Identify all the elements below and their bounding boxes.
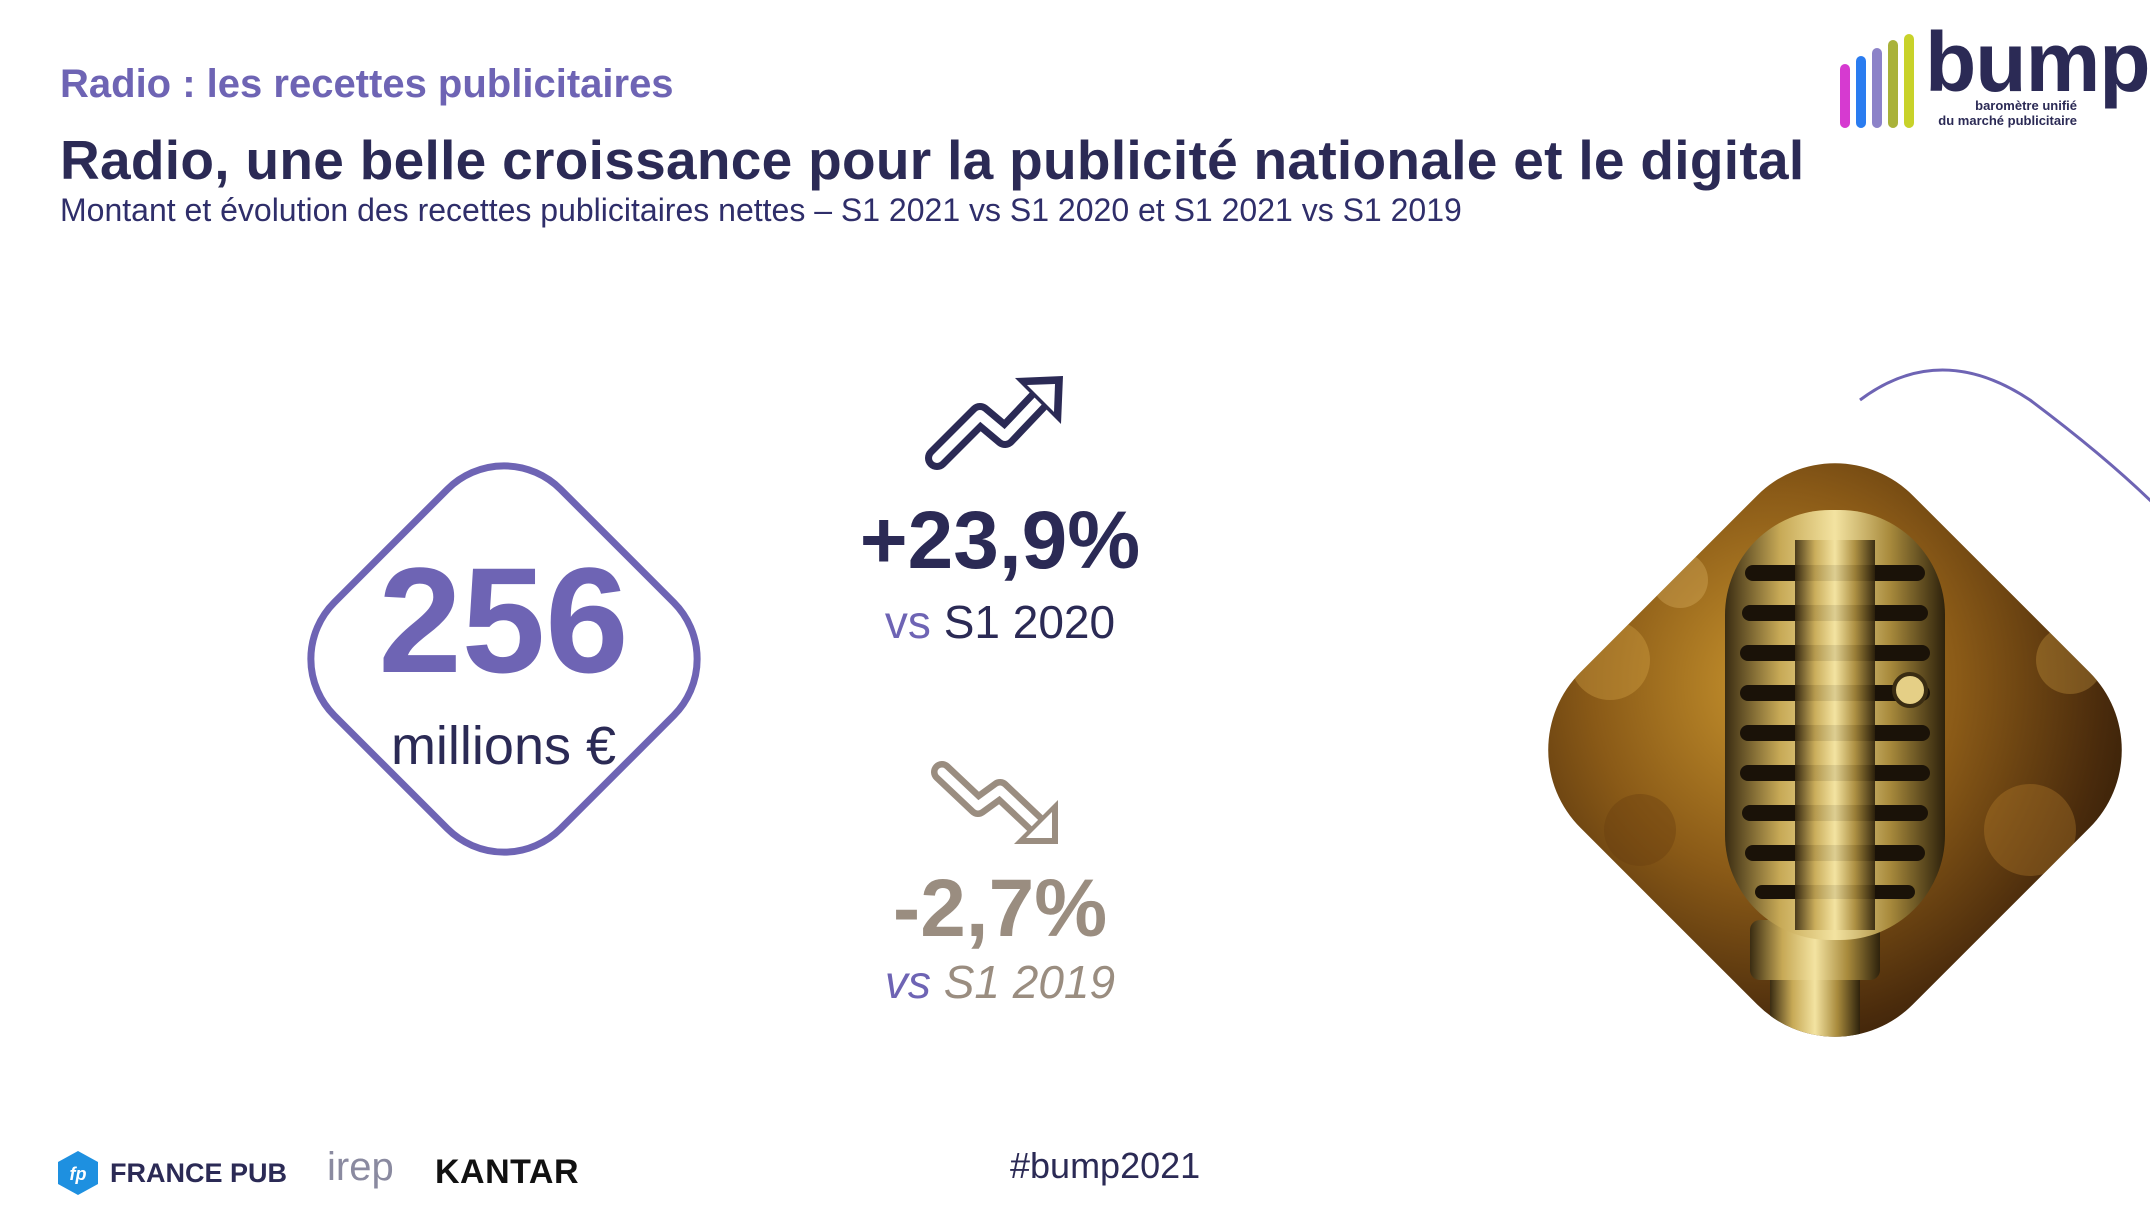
partner-kantar: KANTAR [435,1153,580,1191]
bump-logo: bump [1925,15,2150,109]
kpi-amount: 256 [378,536,629,704]
hashtag: #bump2021 [1010,1145,1201,1186]
bump-tagline: baromètre unifié du marché publicitaire [1925,98,2077,128]
growth-vs-2020-label: vs S1 2020 [840,595,1160,649]
page-title: Radio, une belle croissance pour la publ… [60,129,1805,191]
trend-down-icon [931,761,1058,844]
page-subtitle: Montant et évolution des recettes public… [60,192,1462,228]
microphone-photo [1502,368,2150,1080]
partner-irep: irep [327,1145,394,1189]
kpi-unit: millions € [390,716,617,776]
vs-year: S1 2019 [943,956,1116,1008]
bump-logo-bars [1840,34,1914,128]
growth-vs-2020-value: +23,9% [859,495,1141,586]
section-title: Radio : les recettes publicitaires [60,62,674,106]
france-pub-badge: fp [70,1164,87,1184]
france-pub-logo-icon: fp [58,1151,98,1195]
vs-label: vs [884,956,931,1008]
partner-france-pub: FRANCE PUB [110,1158,288,1188]
growth-vs-2019-label: vs S1 2019 [840,955,1160,1009]
vs-label: vs [884,596,931,648]
bump-tagline-line-1: baromètre unifié [1975,98,2077,113]
kpi-diamond-frame [307,462,701,856]
growth-vs-2019-value: -2,7% [892,863,1108,954]
bump-tagline-line-2: du marché publicitaire [1938,113,2077,128]
trend-up-icon [925,376,1063,470]
vs-year: S1 2020 [943,596,1116,648]
